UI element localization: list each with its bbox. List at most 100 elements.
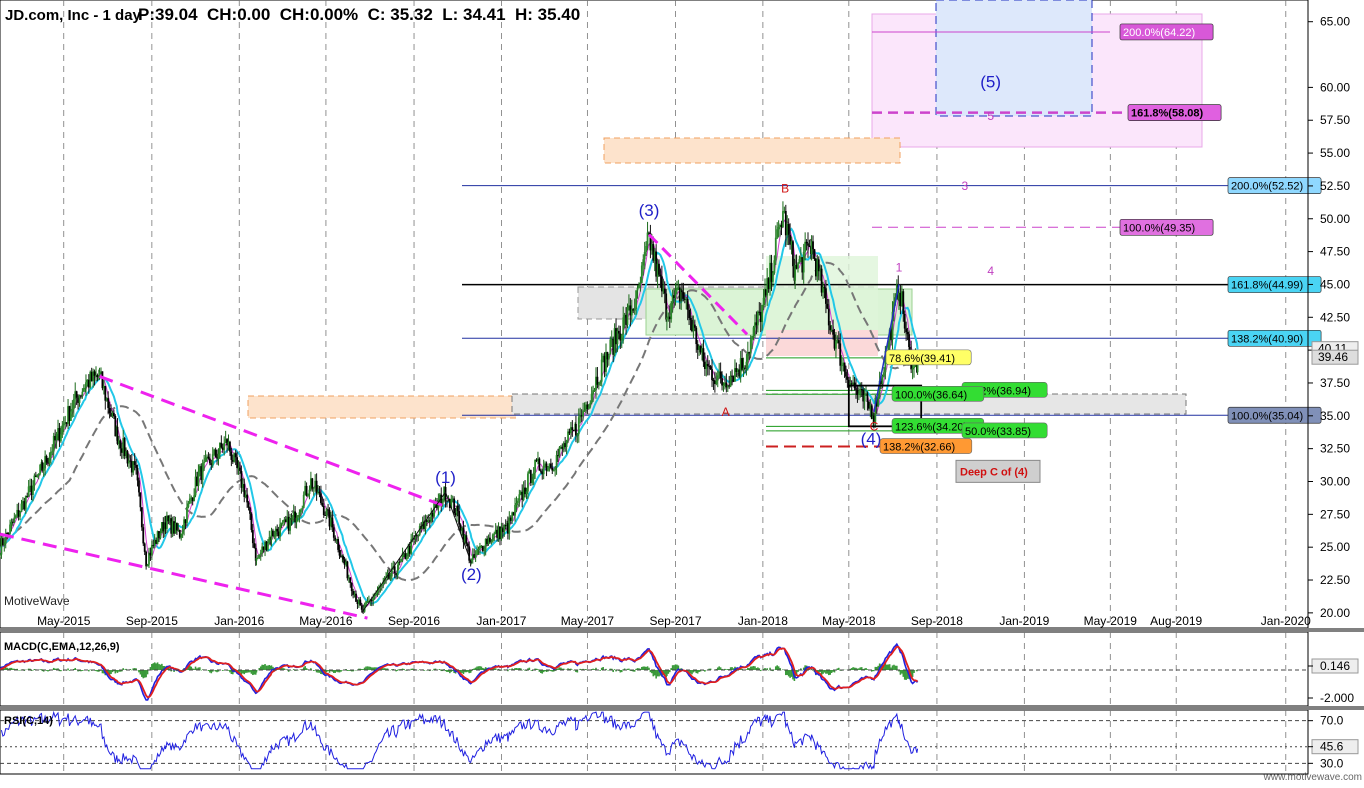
- candle-body: [852, 382, 855, 385]
- candle-body: [211, 454, 214, 465]
- candle-body: [221, 447, 224, 450]
- candle-body: [487, 537, 490, 544]
- candle-body: [655, 251, 658, 277]
- candle-body: [547, 466, 549, 471]
- candle-body: [812, 241, 814, 250]
- candle-body: [123, 438, 126, 457]
- candle-body: [166, 515, 168, 529]
- candle-body: [217, 453, 220, 459]
- candle-body: [80, 395, 82, 397]
- price-candles: [0, 201, 919, 614]
- candle-body: [519, 491, 522, 495]
- candle-body: [500, 528, 503, 540]
- candle-body: [905, 328, 908, 333]
- price-tick-label: 30.00: [1320, 474, 1350, 488]
- candle-body: [107, 398, 110, 408]
- candle-body: [370, 600, 373, 602]
- candle-body: [808, 245, 811, 247]
- time-tick-label: Jan-2017: [476, 614, 526, 628]
- candle-body: [511, 512, 514, 521]
- candle-body: [767, 278, 770, 289]
- candle-body: [454, 513, 457, 516]
- candle-body: [658, 263, 660, 275]
- candle-body: [787, 224, 790, 235]
- candle-body: [376, 590, 379, 594]
- panel-splitter-1[interactable]: [0, 628, 1364, 632]
- candle-body: [417, 534, 420, 536]
- candle-body: [825, 288, 827, 304]
- candle-body: [783, 210, 786, 212]
- candle-body: [308, 489, 311, 494]
- candle-body: [87, 379, 90, 388]
- candle-body: [623, 314, 626, 318]
- candle-body: [741, 358, 744, 370]
- candle-body: [725, 382, 728, 388]
- candle-body: [101, 371, 104, 389]
- candle-body: [794, 264, 797, 281]
- candle-body: [206, 456, 208, 458]
- candle-body: [628, 305, 630, 307]
- candle-body: [0, 554, 1, 556]
- candle-body: [801, 257, 804, 273]
- candle-body: [321, 502, 324, 506]
- candle-body: [0, 538, 3, 555]
- candle-body: [713, 380, 716, 384]
- price-tick-label: 27.50: [1320, 507, 1350, 521]
- candle-body: [233, 453, 236, 462]
- candle-body: [570, 427, 572, 434]
- candle-body: [368, 601, 370, 603]
- price-tick-label: 52.50: [1320, 179, 1350, 193]
- candle-body: [436, 502, 438, 509]
- candle-body: [499, 526, 501, 540]
- panel-splitter-2[interactable]: [0, 706, 1364, 710]
- candle-body: [380, 584, 383, 586]
- watermark: MotiveWave: [4, 594, 70, 608]
- candle-body: [529, 470, 532, 483]
- candle-body: [86, 379, 89, 383]
- candle-body: [71, 408, 74, 412]
- candle-body: [307, 493, 309, 496]
- candle-body: [568, 431, 571, 434]
- candle-body: [289, 518, 292, 531]
- candle-body: [857, 393, 860, 395]
- candle-body: [662, 288, 665, 292]
- candle-body: [616, 330, 619, 345]
- time-tick-label: Sep-2015: [126, 614, 178, 628]
- candle-body: [660, 276, 663, 292]
- candle-body: [792, 241, 794, 267]
- candle-body: [325, 509, 328, 516]
- candle-body: [33, 475, 36, 486]
- candle-body: [595, 376, 597, 391]
- candle-body: [373, 595, 376, 599]
- candle-body: [162, 522, 165, 532]
- candle-body: [636, 287, 639, 291]
- candle-body: [859, 389, 862, 394]
- candle-body: [592, 390, 595, 394]
- candle-body: [462, 527, 465, 543]
- candle-body: [328, 509, 331, 527]
- candle-body: [291, 517, 294, 520]
- candle-body: [120, 448, 123, 453]
- price-tick-label: 47.50: [1320, 245, 1350, 259]
- candle-body: [759, 312, 762, 323]
- price-tick-label: 20.00: [1320, 606, 1350, 620]
- wave-label: 1: [896, 260, 903, 274]
- candle-body: [667, 316, 670, 318]
- candle-body: [149, 552, 152, 556]
- candle-body: [62, 423, 65, 426]
- candle-body: [579, 415, 582, 418]
- wave4-box[interactable]: [847, 384, 923, 428]
- deep-c-note-box: [955, 459, 1041, 483]
- candle-body: [400, 558, 403, 562]
- candle-body: [224, 439, 227, 444]
- trend-line: [445, 491, 472, 564]
- candle-body: [168, 518, 171, 522]
- candle-body: [645, 245, 648, 252]
- candle-body: [489, 537, 491, 542]
- candle-body: [496, 529, 499, 538]
- candle-body: [486, 538, 488, 544]
- footer-brand[interactable]: www.motivewave.com: [1263, 772, 1362, 783]
- candle-body: [302, 494, 305, 508]
- candle-body: [827, 308, 830, 326]
- candle-body: [415, 535, 418, 537]
